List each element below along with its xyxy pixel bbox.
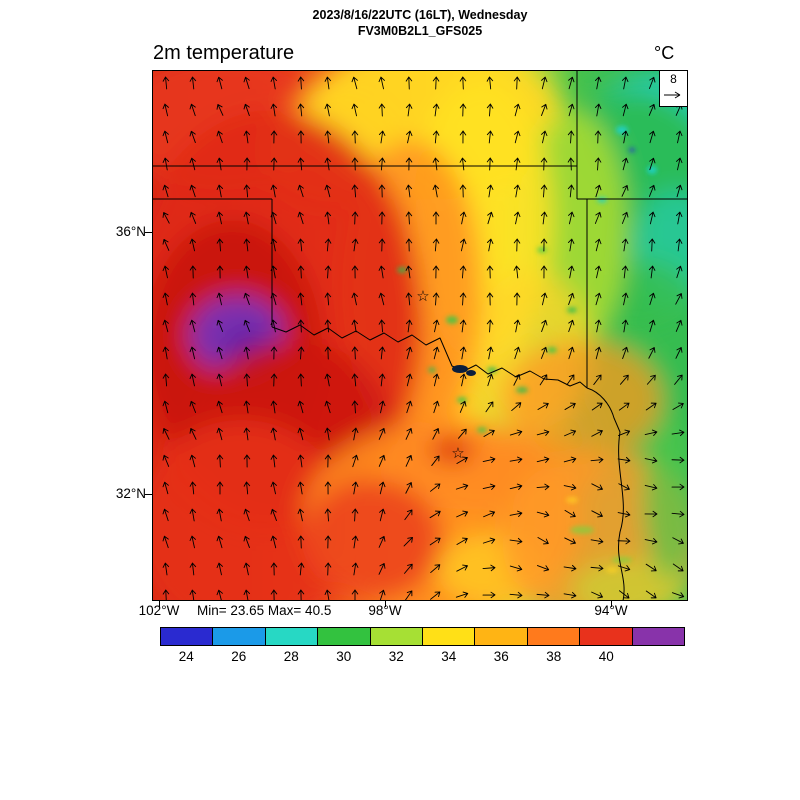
- colorbar-tick-label: 32: [388, 649, 404, 664]
- city-star-markers: ☆ ☆: [416, 288, 464, 462]
- colorbar-box: [474, 627, 528, 646]
- colorbar-box: [631, 627, 686, 646]
- colorbar-box: [212, 627, 266, 646]
- colorbar-box: [317, 627, 371, 646]
- datetime-title: 2023/8/16/22UTC (16LT), Wednesday: [312, 8, 528, 22]
- lon-tick-mark-102w: [159, 601, 160, 607]
- colorbar-tick-label: 40: [598, 649, 614, 664]
- lon-tick-label-94w: 94°W: [594, 603, 628, 618]
- colorbar-tick-label: 34: [441, 649, 457, 664]
- colorbar-tick-label: 24: [178, 649, 194, 664]
- wind-reference-legend: 8: [659, 70, 688, 107]
- colorbar-box: [369, 627, 424, 646]
- lat-tick-mark-32n: [145, 494, 152, 495]
- map-canvas: ☆ ☆: [112, 40, 732, 640]
- lon-tick-label-98w: 98°W: [368, 603, 402, 618]
- colorbar-box: [160, 627, 214, 646]
- colorbar-tick-label: 28: [283, 649, 299, 664]
- colorbar-box: [264, 627, 319, 646]
- city-star-marker-south: ☆: [451, 445, 464, 462]
- wind-vector-arrows: [162, 76, 685, 603]
- lat-tick-label-32n: 32°N: [115, 486, 146, 501]
- lon-tick-label-102w: 102°W: [138, 603, 180, 618]
- colorbar-tick-label: 26: [231, 649, 247, 664]
- lon-tick-mark-98w: [385, 601, 386, 607]
- wind-reference-arrow-icon: [664, 91, 681, 99]
- model-title: FV3M0B2L1_GFS025: [357, 24, 483, 38]
- lat-tick-mark-36n: [145, 232, 152, 233]
- colorbar-tick-label: 36: [493, 649, 509, 664]
- city-star-marker-north: ☆: [416, 288, 429, 305]
- colorbar-tick-label: 30: [336, 649, 352, 664]
- colorbar-labels: 24 26 28 30 32 34 36 38 40: [160, 649, 685, 665]
- lat-tick-label-36n: 36°N: [115, 224, 146, 239]
- temperature-blobs: [112, 40, 732, 640]
- plot-title: 2m temperature: [153, 42, 295, 64]
- colorbar-box: [526, 627, 581, 646]
- colorbar-box: [579, 627, 633, 646]
- map-frame: [152, 70, 688, 601]
- lakes: [452, 365, 476, 376]
- units-label: °C: [654, 43, 675, 63]
- colorbar-box: [422, 627, 476, 646]
- colorbar: [160, 627, 686, 646]
- minmax-stats: Min= 23.65 Max= 40.5: [197, 603, 332, 618]
- temperature-field-svg: ☆ ☆: [112, 40, 732, 640]
- lon-tick-mark-94w: [611, 601, 612, 607]
- wind-reference-value: 8: [670, 72, 677, 86]
- colorbar-tick-label: 38: [546, 649, 562, 664]
